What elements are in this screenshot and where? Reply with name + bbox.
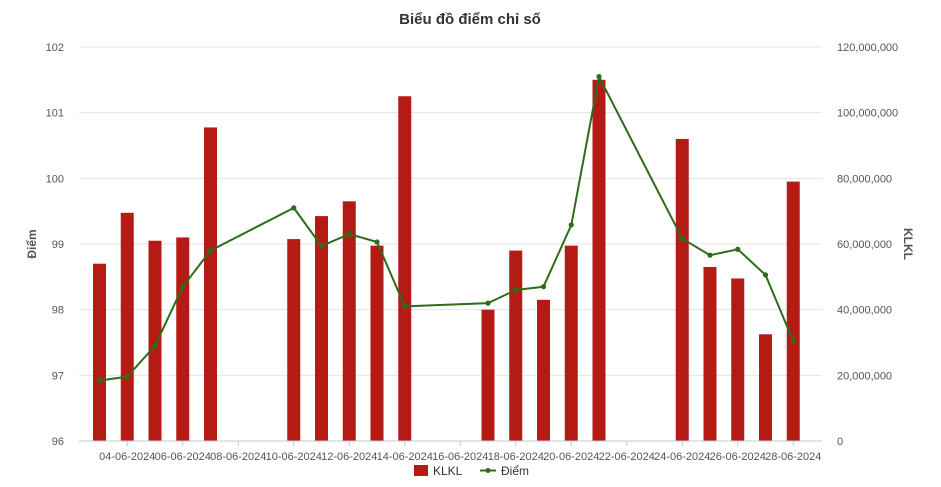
right-axis-tick-label: 100,000,000 bbox=[837, 108, 898, 120]
klkl-bar bbox=[786, 181, 800, 441]
klkl-bar bbox=[564, 245, 578, 441]
diem-point bbox=[402, 303, 408, 309]
diem-point bbox=[679, 236, 685, 242]
legend: KLKL Điểm bbox=[414, 464, 529, 478]
diem-point bbox=[318, 243, 325, 249]
x-axis-tick-label: 16-06-2024 bbox=[432, 451, 488, 463]
axes: 96 0 97 20,000,000 98 40,000,000 99 60,000,000 1… bbox=[46, 42, 899, 463]
klkl-bar bbox=[537, 299, 550, 441]
right-axis-tick-label: 20,000,000 bbox=[837, 370, 892, 382]
klkl-bars bbox=[93, 79, 800, 442]
x-axis-tick-label: 14-06-2024 bbox=[377, 451, 433, 463]
left-axis-tick-label: 101 bbox=[46, 108, 64, 120]
chart-title: Biểu đồ điểm chỉ số bbox=[399, 11, 541, 28]
klkl-bar bbox=[731, 278, 745, 441]
x-axis-tick-label: 06-06-2024 bbox=[155, 451, 211, 463]
right-axis-title: KLKL bbox=[901, 228, 915, 260]
diem-point bbox=[540, 284, 547, 290]
grid-lines bbox=[79, 46, 822, 376]
right-axis-tick-label: 60,000,000 bbox=[837, 239, 892, 251]
diem-point bbox=[735, 246, 741, 252]
diem-point bbox=[346, 231, 352, 237]
diem-point bbox=[707, 252, 713, 258]
right-axis-tick-label: 40,000,000 bbox=[837, 305, 892, 317]
klkl-bar bbox=[703, 266, 717, 441]
klkl-bar bbox=[592, 79, 606, 441]
diem-point bbox=[762, 272, 769, 278]
diem-point bbox=[124, 374, 130, 380]
x-axis-tick-label: 22-06-2024 bbox=[599, 451, 655, 463]
klkl-bar bbox=[315, 216, 328, 441]
legend-label-diem: Điểm bbox=[501, 464, 529, 478]
diem-point bbox=[568, 222, 574, 228]
left-axis-tick-label: 96 bbox=[52, 436, 64, 448]
diem-point bbox=[180, 284, 186, 290]
left-axis-tick-label: 98 bbox=[52, 305, 64, 317]
x-axis-tick-label: 24-06-2024 bbox=[654, 451, 710, 463]
right-axis-tick-label: 80,000,000 bbox=[837, 173, 892, 185]
klkl-bar bbox=[481, 309, 495, 441]
klkl-bar bbox=[759, 334, 772, 441]
klkl-bar bbox=[204, 127, 217, 442]
klkl-bar bbox=[398, 96, 412, 441]
left-axis-title: Điểm bbox=[25, 229, 39, 258]
x-axis-tick-label: 10-06-2024 bbox=[266, 451, 322, 463]
klkl-bar bbox=[287, 239, 301, 441]
x-axis-tick-label: 12-06-2024 bbox=[321, 451, 377, 463]
x-axis-tick-label: 28-06-2024 bbox=[765, 451, 821, 463]
x-axis-tick-label: 20-06-2024 bbox=[543, 451, 599, 463]
left-axis-tick-label: 97 bbox=[52, 370, 64, 382]
diem-point bbox=[374, 239, 380, 245]
x-axis-tick-label: 18-06-2024 bbox=[488, 451, 544, 463]
klkl-bar bbox=[176, 237, 190, 441]
diem-point bbox=[513, 287, 519, 293]
klkl-bar bbox=[342, 201, 356, 441]
diem-line bbox=[99, 75, 795, 382]
left-axis-tick-label: 102 bbox=[46, 42, 64, 54]
klkl-bar bbox=[509, 250, 523, 441]
diem-point bbox=[596, 73, 602, 80]
x-axis-tick-label: 26-06-2024 bbox=[710, 451, 766, 463]
right-axis-tick-label: 0 bbox=[837, 436, 843, 448]
legend-label-klkl: KLKL bbox=[433, 464, 463, 478]
left-axis-tick-label: 99 bbox=[52, 239, 64, 251]
diem-line-series bbox=[96, 73, 796, 384]
klkl-bar bbox=[148, 240, 162, 441]
diem-point bbox=[790, 338, 796, 344]
diem-point bbox=[485, 300, 491, 306]
diem-point bbox=[152, 343, 158, 349]
legend-swatch-klkl bbox=[414, 465, 428, 476]
klkl-bar bbox=[370, 245, 384, 441]
klkl-bar bbox=[675, 138, 689, 441]
x-axis-tick-label: 08-06-2024 bbox=[210, 451, 266, 463]
klkl-bar bbox=[93, 263, 106, 441]
klkl-bar bbox=[120, 212, 134, 441]
x-axis-tick-label: 04-06-2024 bbox=[99, 451, 155, 463]
right-axis-tick-label: 120,000,000 bbox=[837, 42, 898, 54]
diem-point bbox=[291, 205, 297, 211]
diem-point bbox=[207, 247, 214, 254]
diem-point bbox=[96, 377, 103, 384]
legend-swatch-diem-marker bbox=[485, 468, 491, 473]
left-axis-tick-label: 100 bbox=[46, 173, 64, 185]
